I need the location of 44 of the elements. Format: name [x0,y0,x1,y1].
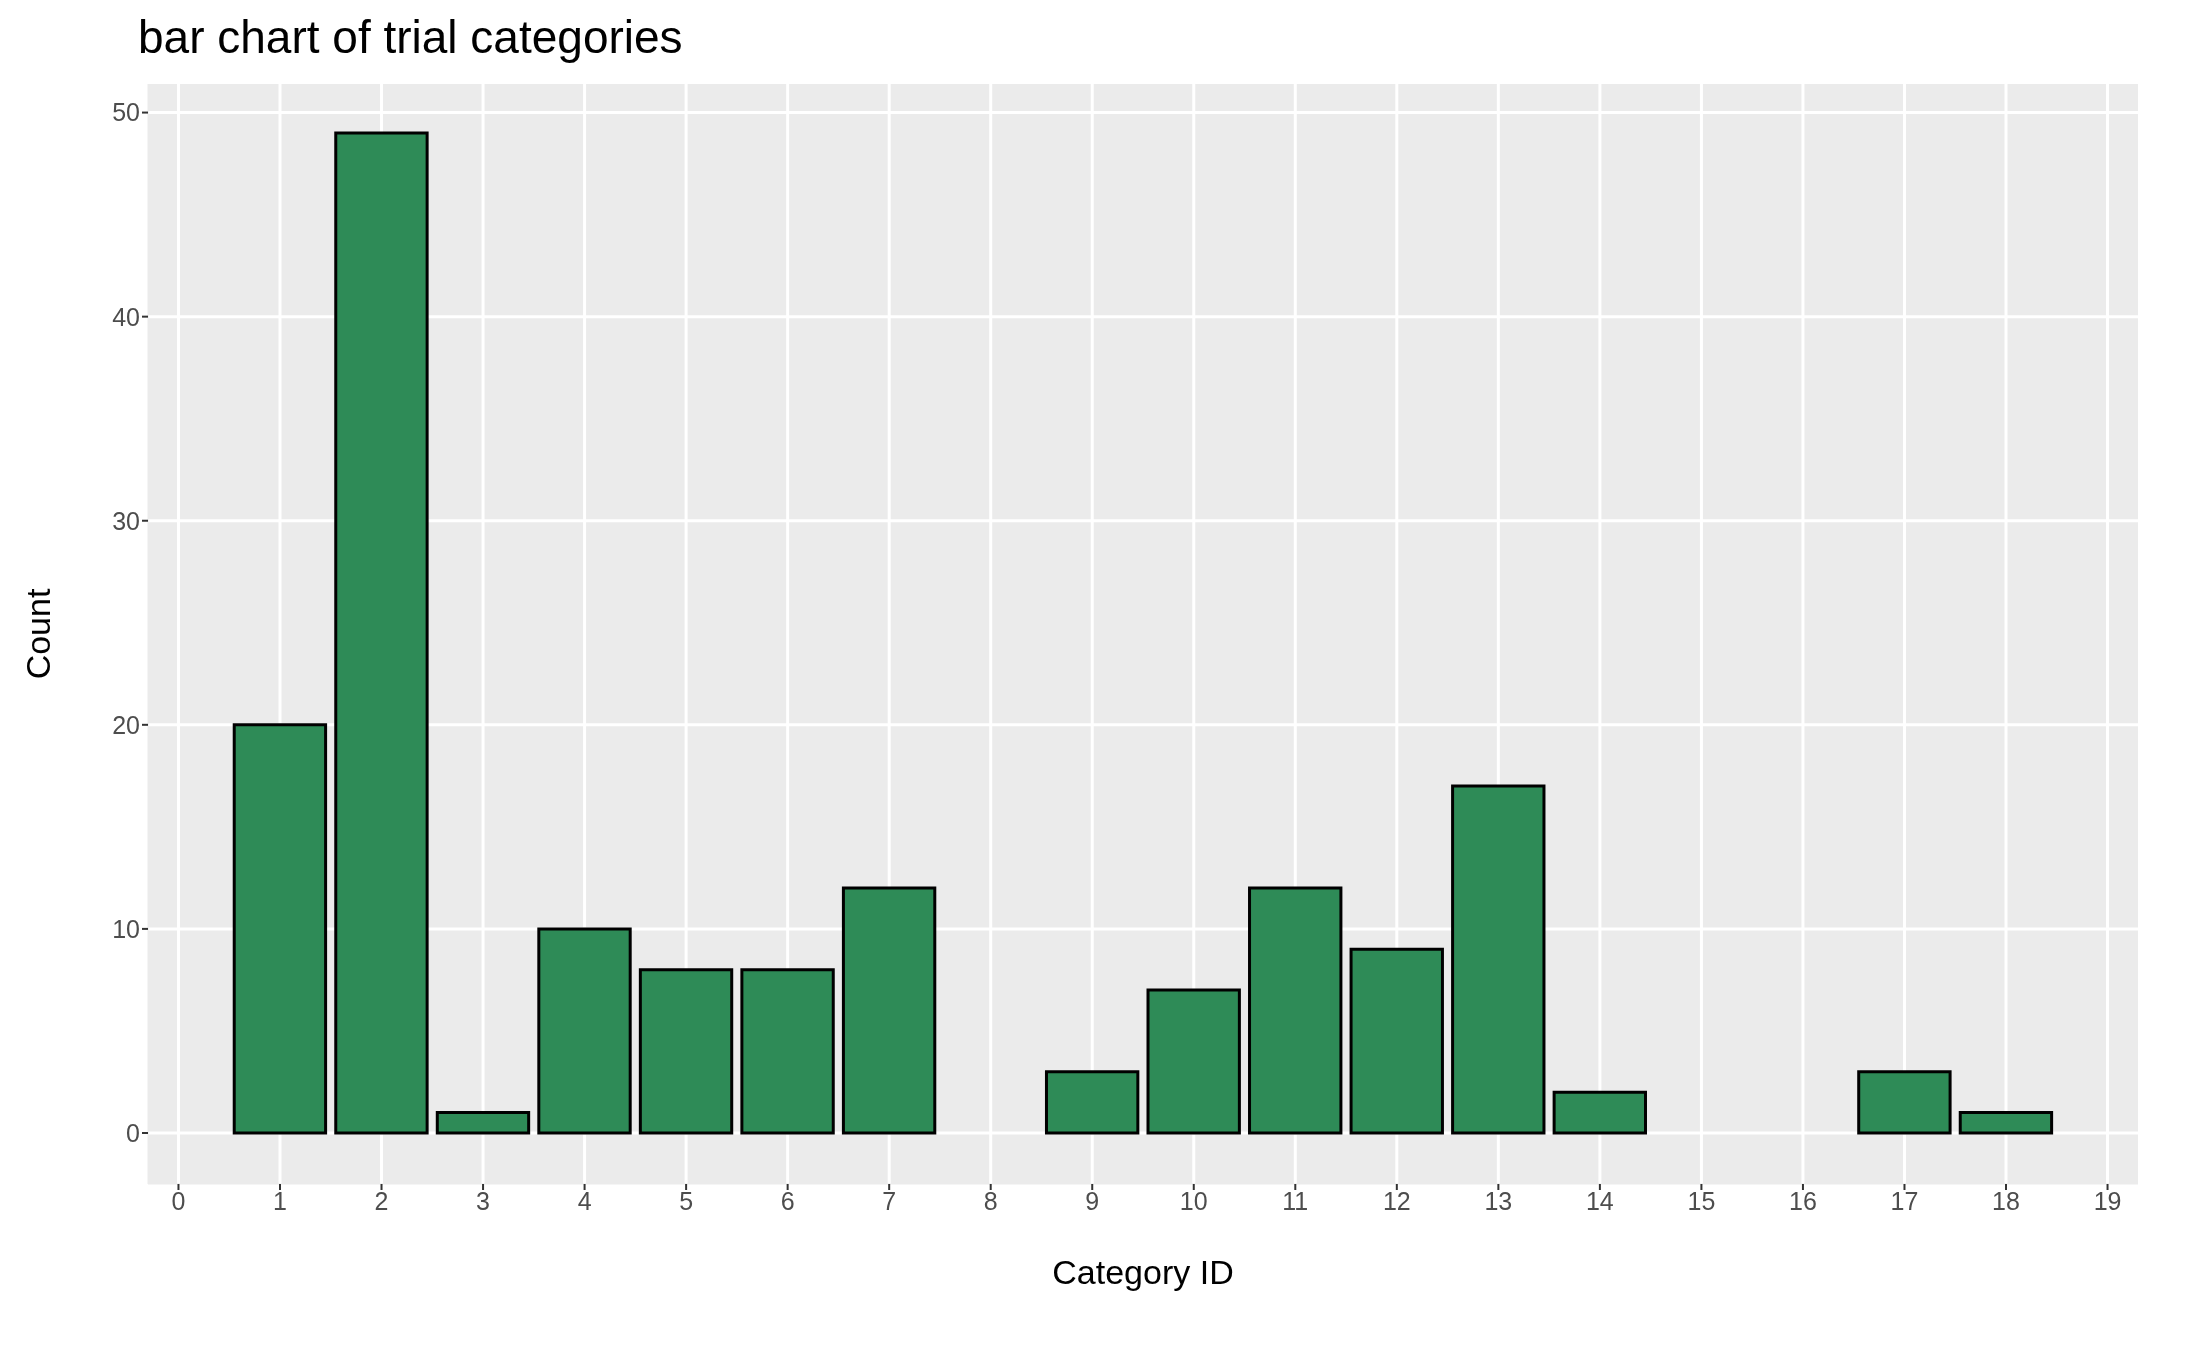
x-tick-label: 16 [1789,1186,1817,1215]
x-tick-label: 9 [1085,1186,1100,1215]
bar [1248,886,1343,1135]
x-tick-label: 14 [1585,1186,1614,1215]
x-tick-label: 7 [882,1186,897,1215]
x-tick-label: 3 [476,1186,490,1215]
bar [1552,1090,1647,1135]
y-tick-label: 40 [112,302,140,331]
x-tick-label: 13 [1484,1186,1513,1215]
y-tick-label: 0 [126,1118,140,1147]
bar [1044,1070,1140,1135]
x-tick-label: 6 [780,1186,795,1215]
x-axis-title: Category ID [1052,1253,1234,1291]
x-tick-label: 5 [679,1186,694,1215]
bar [740,968,835,1135]
y-tick-label: 50 [112,98,140,127]
bar [1349,947,1444,1135]
y-axis-title: Count [19,588,58,680]
x-tick-label: 12 [1382,1186,1411,1215]
bar [638,968,734,1135]
bar [232,723,328,1135]
x-tick-label: 10 [1179,1186,1208,1215]
y-tick-label: 20 [112,710,140,739]
bar [1146,988,1241,1135]
y-tick-label: 10 [112,914,140,943]
x-tick-label: 2 [374,1186,389,1215]
x-tick-label: 17 [1890,1186,1919,1215]
bar [1958,1111,2054,1135]
x-tick-label: 15 [1687,1186,1716,1215]
x-tick-label: 1 [273,1186,287,1215]
bar [334,131,429,1135]
x-tick-label: 8 [983,1186,998,1215]
y-tick-label: 30 [112,506,140,535]
x-tick-label: 4 [577,1186,592,1215]
x-tick-label: 11 [1282,1186,1309,1215]
bar [841,886,937,1135]
bar [537,927,632,1135]
bar [1857,1070,1952,1135]
x-tick-label: 0 [171,1186,186,1215]
chart-title: bar chart of trial categories [138,10,684,64]
x-tick-label: 19 [2093,1186,2122,1215]
x-tick-label: 18 [1992,1186,2020,1215]
bar [1451,784,1546,1135]
bar [435,1111,531,1135]
